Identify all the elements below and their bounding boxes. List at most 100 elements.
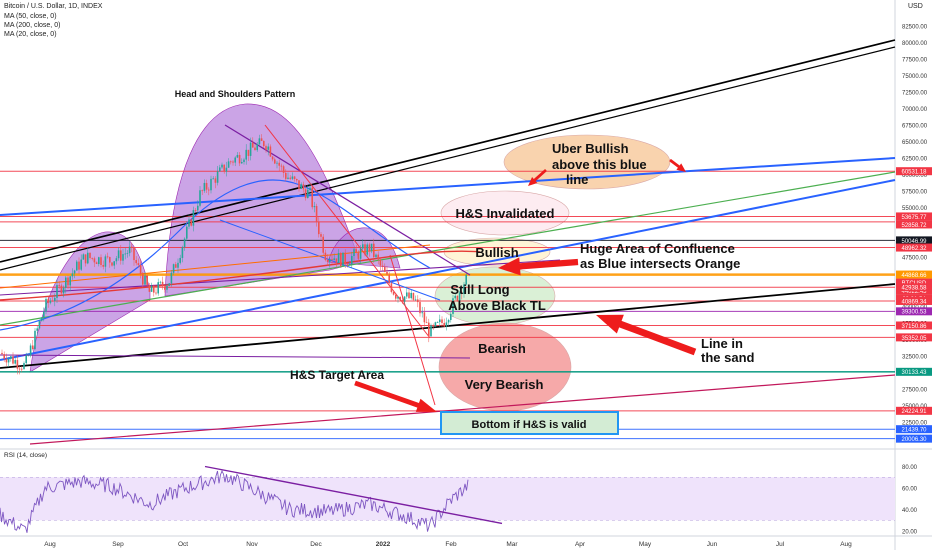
black-long-trendline-top-2 [0,46,896,271]
y-tick-label: 57500.00 [902,190,928,196]
y-tick-label: 75000.00 [902,74,928,80]
candle-body [401,299,404,302]
candle-body [137,263,140,265]
candle-body [76,261,78,271]
candle-body [102,264,104,267]
y-tick-label: 80000.00 [902,41,928,47]
annotation-layer: Head and Shoulders Pattern Uber Bullishab… [175,89,755,435]
blue-upper-trendline [0,157,896,216]
y-tick-label: 32500.00 [902,355,928,361]
price-badge [896,367,932,376]
y-tick-label: 60000.00 [902,173,928,179]
candle-body [419,302,421,314]
hs-invalidated-ellipse [440,190,570,236]
x-tick-label: Jul [776,541,785,548]
candle-body [432,325,434,327]
candle-body [434,322,437,327]
candle-body [14,360,16,364]
candle-body [227,161,230,168]
candle-body [210,178,212,191]
line-in-sand-arrow [596,314,697,356]
price-badge [896,278,932,287]
y-tick-label: 82500.00 [902,25,928,31]
candle-body [71,273,74,277]
confluence-arrow [498,257,579,276]
y-tick-label: 65000.00 [902,140,928,146]
candle-body [157,282,159,294]
candle-body [120,250,122,261]
rsi-title: RSI (14, close) [4,452,47,459]
candle-body [241,162,243,164]
candle-body [276,162,278,164]
candle-body [183,238,186,248]
candle-body [425,322,428,324]
candle-body [54,297,56,302]
price-badge-label: 48962.32 [901,246,927,252]
line-in-sand-label-1: Line in [701,336,743,351]
red-projection-2 [389,254,436,406]
candle-body [93,258,96,263]
price-badge [896,333,932,342]
candle-body [205,182,208,190]
candle-body [1,352,3,355]
candle-body [289,177,291,179]
candle-body [201,190,203,192]
candle-body [439,319,441,323]
candle-body [111,262,113,266]
candle-body [463,284,465,294]
candle-body [300,184,302,189]
price-badge-label: 44022.43 [901,289,927,295]
candle-body [21,368,23,370]
rsi-tick-label: 20.00 [902,530,918,536]
candle-body [348,263,351,265]
y-tick-label: 47500.00 [902,256,928,262]
candle-body [296,178,298,181]
candle-body [67,277,69,286]
candle-body [98,257,100,265]
candle-body [364,244,366,255]
candle-body [423,312,426,323]
candle-body [450,313,452,320]
candle-body [32,345,34,350]
candle-body [406,292,408,297]
candle-body [36,328,38,331]
candle-body [353,249,355,256]
candle-body [456,295,459,301]
x-tick-label: Jun [707,541,718,548]
ma-20-legend: MA (20, close, 0) [4,31,57,38]
candle-body [150,285,153,292]
candle-body [417,299,419,303]
y-tick-label: 62500.00 [902,157,928,163]
purple-neckline [0,259,561,296]
price-badge [896,236,932,245]
candle-body [265,146,267,150]
candle-body [49,300,52,303]
price-badge [896,270,932,279]
candle-body [311,187,313,208]
candle-body [80,259,82,270]
candles-layer [1,134,467,375]
candle-body [368,244,371,252]
candle-body [329,259,331,262]
candle-body [381,265,384,267]
candle-body [91,257,93,259]
y-tick-label: 27500.00 [902,388,928,394]
candle-body [344,252,346,265]
candle-body [313,206,316,208]
candle-body [47,298,49,303]
candle-body [247,149,250,156]
candle-body [452,298,454,314]
price-badge [896,220,932,229]
candle-body [271,156,274,160]
ma-200-curve [0,250,481,301]
candle-body [245,149,247,160]
candle-body [441,319,443,323]
candle-body [355,249,357,253]
price-badge [896,434,932,443]
candle-body [322,236,324,253]
candle-body [16,360,19,369]
candle-body [395,294,397,299]
candle-body [234,157,236,163]
candle-body [214,178,217,183]
candle-body [287,177,289,179]
